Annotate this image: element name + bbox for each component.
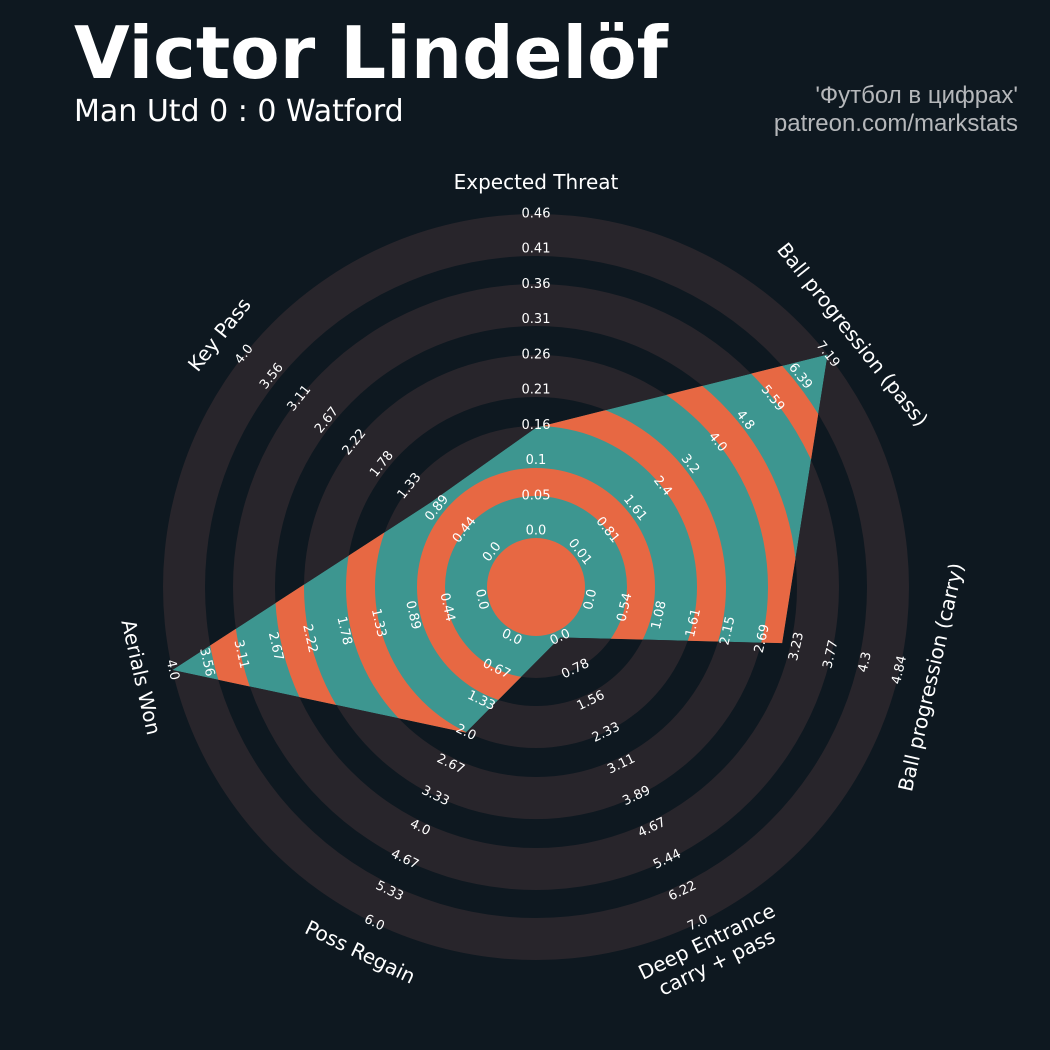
tick-label: 3.23 <box>786 631 807 663</box>
tick-label: 3.11 <box>230 639 251 671</box>
match-subtitle: Man Utd 0 : 0 Watford <box>74 94 404 129</box>
param-label-line: Expected Threat <box>454 170 619 194</box>
tick-label: 0.26 <box>522 347 551 362</box>
credit-source: 'Футбол в цифрах' <box>815 82 1018 109</box>
credit-link: patreon.com/markstats <box>773 110 1018 137</box>
tick-label: 3.56 <box>196 646 217 678</box>
tick-label: 1.08 <box>649 599 670 631</box>
tick-label: 2.15 <box>717 615 738 647</box>
tick-label: 0.46 <box>522 207 551 222</box>
tick-label: 0.89 <box>402 599 423 631</box>
param-label-line: Aerials Won <box>116 617 166 737</box>
tick-label: 1.33 <box>368 607 389 639</box>
tick-label: 0.36 <box>522 277 551 292</box>
tick-label: 0.31 <box>522 312 551 327</box>
tick-label: 0.1 <box>526 453 547 468</box>
tick-label: 0.41 <box>522 242 551 257</box>
param-label: Aerials Won <box>116 617 166 737</box>
player-name-title: Victor Lindelöf <box>74 11 668 95</box>
param-label: Expected Threat <box>454 170 619 194</box>
tick-label: 2.69 <box>752 623 773 655</box>
tick-label: 0.44 <box>437 592 458 624</box>
tick-label: 4.0 <box>163 658 182 682</box>
tick-label: 1.61 <box>683 607 704 639</box>
center-circle <box>487 538 585 636</box>
tick-label: 0.05 <box>522 488 551 503</box>
tick-label: 0.54 <box>614 592 635 624</box>
tick-label: 4.3 <box>856 650 875 674</box>
tick-label: 4.84 <box>889 654 910 686</box>
tick-label: 0.0 <box>472 588 491 612</box>
tick-label: 2.67 <box>265 631 286 663</box>
player-radar-polygon <box>172 354 828 733</box>
tick-label: 0.0 <box>581 588 600 612</box>
tick-label: 0.0 <box>526 524 547 539</box>
tick-label: 3.77 <box>820 639 841 671</box>
tick-label: 0.16 <box>522 418 551 433</box>
tick-label: 2.22 <box>299 623 320 655</box>
tick-label: 0.21 <box>522 383 551 398</box>
tick-label: 1.78 <box>334 615 355 647</box>
